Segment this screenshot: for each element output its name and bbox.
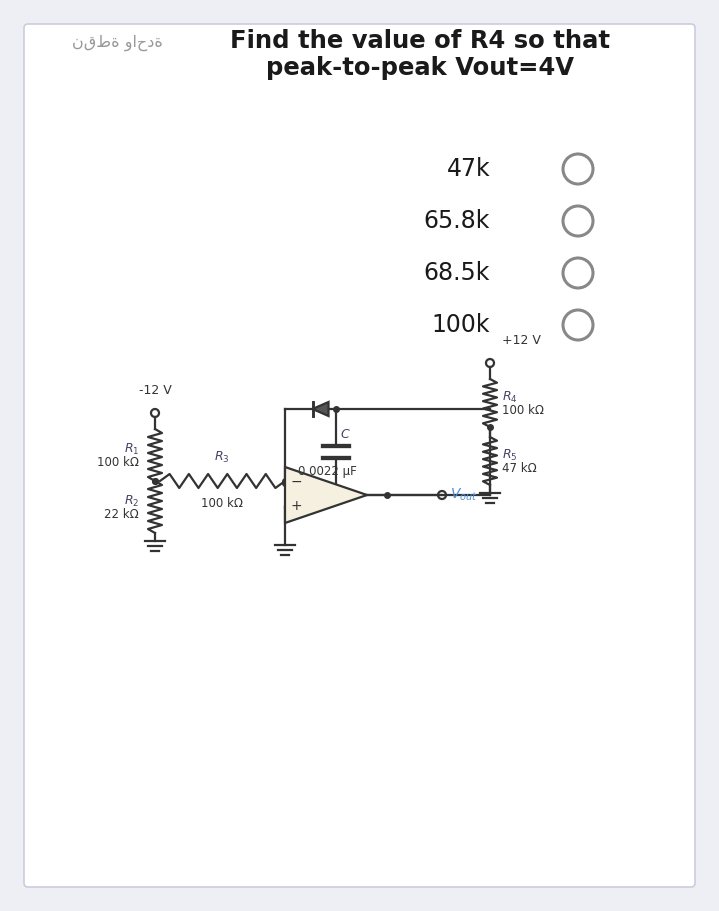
Text: $R_2$: $R_2$ <box>124 494 139 508</box>
Text: -12 V: -12 V <box>139 384 171 397</box>
Text: 100k: 100k <box>431 313 490 337</box>
Text: −: − <box>290 476 302 489</box>
Text: $V_{out}$: $V_{out}$ <box>450 486 477 503</box>
Text: 65.8k: 65.8k <box>423 209 490 233</box>
Circle shape <box>563 206 593 236</box>
FancyBboxPatch shape <box>24 24 695 887</box>
Polygon shape <box>285 467 367 523</box>
Text: 100 kΩ: 100 kΩ <box>502 404 544 416</box>
Text: +12 V: +12 V <box>502 334 541 347</box>
Circle shape <box>563 258 593 288</box>
Text: +: + <box>290 498 302 513</box>
Text: $R_1$: $R_1$ <box>124 442 139 456</box>
Text: $C$: $C$ <box>340 427 351 441</box>
Text: 0.0022 μF: 0.0022 μF <box>298 466 357 478</box>
Text: peak-to-peak Vout=4V: peak-to-peak Vout=4V <box>266 56 574 80</box>
Text: $R_5$: $R_5$ <box>502 447 518 463</box>
Text: 100 kΩ: 100 kΩ <box>97 456 139 468</box>
Text: Find the value of R4 so that: Find the value of R4 so that <box>230 29 610 53</box>
Polygon shape <box>313 402 329 416</box>
Text: نقطة واحدة: نقطة واحدة <box>72 35 163 51</box>
Text: 47 kΩ: 47 kΩ <box>502 462 537 475</box>
Text: 47k: 47k <box>446 157 490 181</box>
Text: 100 kΩ: 100 kΩ <box>201 497 243 510</box>
Text: 22 kΩ: 22 kΩ <box>104 507 139 520</box>
Circle shape <box>563 310 593 340</box>
Text: 68.5k: 68.5k <box>423 261 490 285</box>
Text: $R_4$: $R_4$ <box>502 389 518 404</box>
Text: $R_3$: $R_3$ <box>214 450 230 465</box>
Circle shape <box>563 154 593 184</box>
